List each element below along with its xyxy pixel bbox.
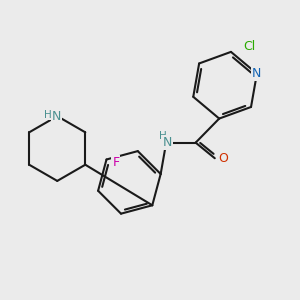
Text: F: F	[112, 156, 119, 169]
Text: Cl: Cl	[243, 40, 256, 53]
Text: N: N	[163, 136, 172, 149]
Text: O: O	[218, 152, 228, 165]
Text: N: N	[52, 110, 61, 123]
Text: N: N	[252, 67, 262, 80]
Text: H: H	[159, 131, 167, 141]
Text: H: H	[44, 110, 52, 120]
